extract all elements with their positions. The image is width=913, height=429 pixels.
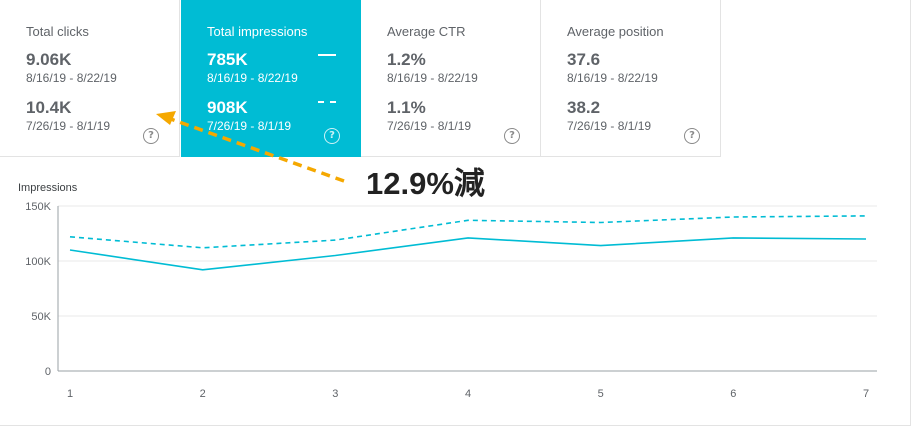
series-line-current-period [69, 237, 867, 271]
solid-line-legend-icon [318, 54, 336, 56]
metric-previous-value: 1.1% [387, 98, 426, 117]
help-icon[interactable]: ? [504, 128, 520, 144]
y-tick-label: 100K [25, 256, 51, 268]
x-tick-label: 2 [200, 388, 206, 400]
metric-current-value: 9.06K [26, 50, 72, 69]
dashed-line-legend-icon [318, 101, 336, 103]
metric-current-range: 8/16/19 - 8/22/19 [567, 71, 658, 85]
metric-card-average-position[interactable]: Average position 37.6 8/16/19 - 8/22/19 … [541, 0, 721, 157]
metric-current-value: 37.6 [567, 50, 601, 69]
metric-previous-value: 908K [207, 98, 248, 117]
metric-title: Total impressions [207, 24, 308, 39]
y-tick-label: 50K [31, 311, 51, 323]
x-tick-label: 1 [67, 388, 73, 400]
x-tick-label: 6 [730, 388, 736, 400]
metric-title: Total clicks [26, 24, 89, 39]
metric-previous-range: 7/26/19 - 8/1/19 [387, 119, 472, 133]
metric-previous-range: 7/26/19 - 8/1/19 [207, 119, 292, 133]
annotation-label: 12.9%減 [366, 166, 485, 201]
series-line-previous-period [69, 215, 867, 249]
metric-current-range: 8/16/19 - 8/22/19 [387, 71, 478, 85]
metric-current-range: 8/16/19 - 8/22/19 [26, 71, 117, 85]
chart-title: Impressions [18, 182, 78, 194]
metric-card-average-ctr[interactable]: Average CTR 1.2% 8/16/19 - 8/22/19 1.1% … [361, 0, 541, 157]
metric-title: Average position [567, 24, 664, 39]
x-tick-label: 5 [598, 388, 604, 400]
metric-current-value: 1.2% [387, 50, 426, 69]
help-icon[interactable]: ? [324, 128, 340, 144]
metric-card-total-clicks[interactable]: Total clicks 9.06K 8/16/19 - 8/22/19 10.… [0, 0, 180, 157]
metric-previous-range: 7/26/19 - 8/1/19 [26, 119, 111, 133]
help-icon[interactable]: ? [684, 128, 700, 144]
metric-previous-value: 38.2 [567, 98, 601, 117]
metric-previous-range: 7/26/19 - 8/1/19 [567, 119, 652, 133]
metric-title: Average CTR [387, 24, 466, 39]
metric-current-range: 8/16/19 - 8/22/19 [207, 71, 298, 85]
metric-current-value: 785K [207, 50, 248, 69]
x-tick-label: 4 [465, 388, 471, 400]
help-icon[interactable]: ? [143, 128, 159, 144]
x-tick-label: 3 [332, 388, 338, 400]
y-tick-label: 150K [25, 201, 51, 213]
y-tick-label: 0 [45, 366, 51, 378]
x-tick-label: 7 [863, 388, 869, 400]
metric-card-total-impressions[interactable]: Total impressions 785K 8/16/19 - 8/22/19… [181, 0, 361, 157]
metric-previous-value: 10.4K [26, 98, 72, 117]
